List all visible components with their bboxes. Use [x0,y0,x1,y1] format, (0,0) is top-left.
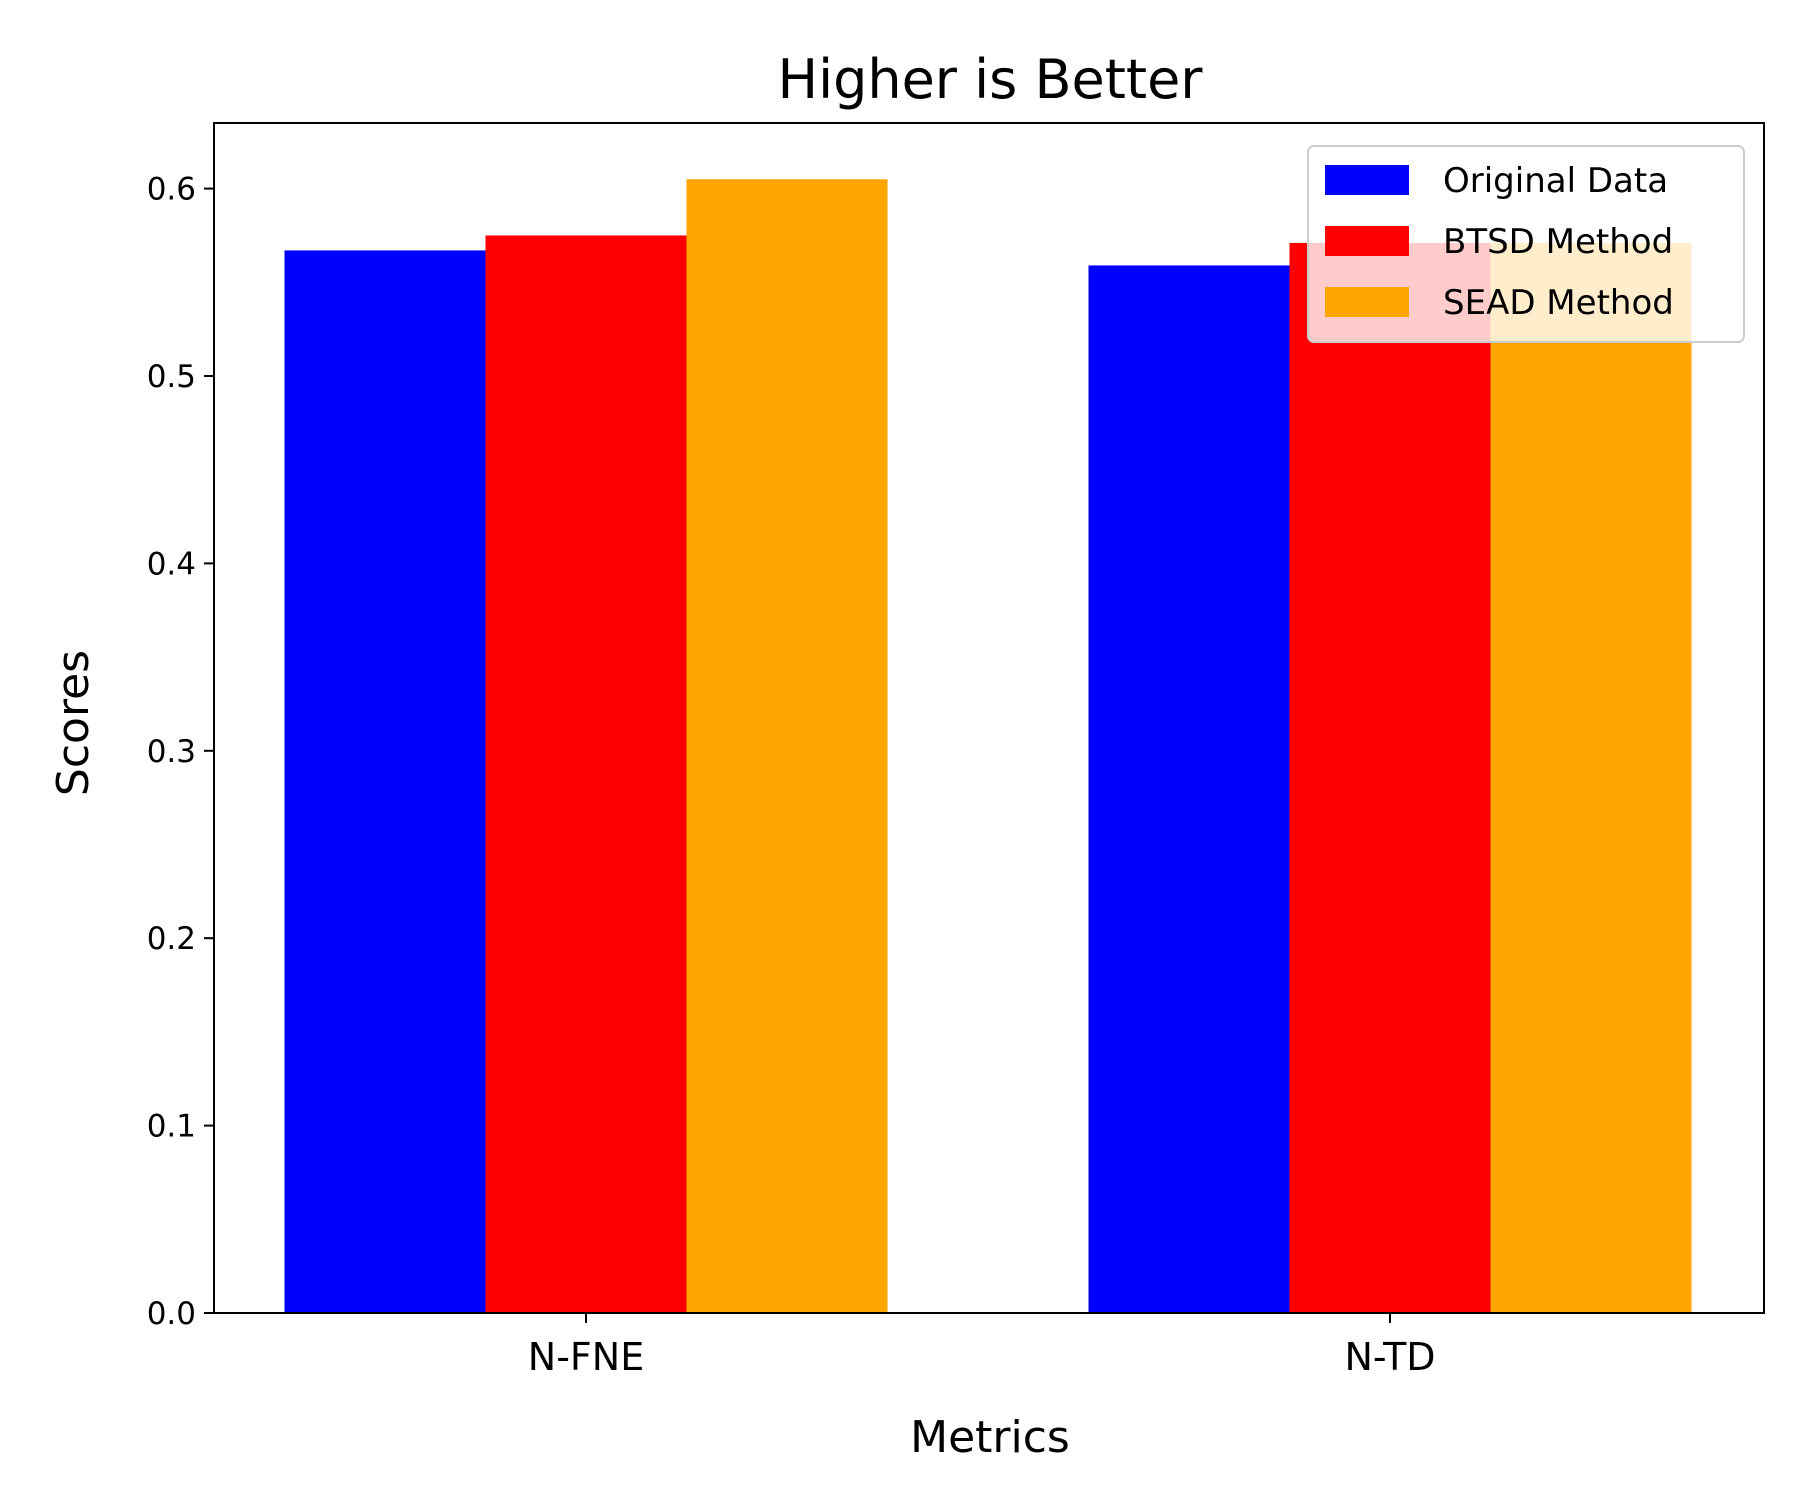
y-tick-label: 0.3 [147,734,196,770]
bar-btsd-method-n-td [1289,242,1491,1313]
x-axis-ticks: N-FNE N-TD [528,1313,1436,1379]
legend-swatch [1325,165,1409,195]
legend-frame [1307,145,1745,343]
x-axis-label: Metrics [910,1412,1070,1463]
legend-swatch [1325,226,1409,256]
y-tick-label: 0.6 [147,172,196,208]
plot-frame [213,122,1765,1314]
bars-group [284,179,1692,1314]
legend: Original Data BTSD Method SEAD Method [1307,145,1745,343]
x-tick-label: N-TD [1344,1335,1435,1379]
legend-label: Original Data [1443,161,1668,201]
bar-sead-method-n-td [1490,242,1692,1313]
bar-btsd-method-n-fne [485,235,687,1314]
chart-title: Higher is Better [777,48,1203,111]
bar-sead-method-n-fne [686,179,888,1314]
legend-swatch [1325,287,1409,317]
y-axis-ticks: 0.0 0.1 0.2 0.3 0.4 0.5 0.6 [147,172,214,1332]
y-tick-label: 0.5 [147,359,196,395]
y-axis-label: Scores [48,650,99,796]
legend-label: BTSD Method [1443,222,1673,262]
y-tick-label: 0.1 [147,1109,196,1145]
y-tick-label: 0.2 [147,921,196,957]
bar-original-data-n-fne [284,250,486,1313]
y-tick-label: 0.4 [147,546,196,582]
legend-label: SEAD Method [1443,283,1674,323]
y-tick-label: 0.0 [147,1296,196,1332]
bar-original-data-n-td [1088,265,1290,1314]
x-tick-label: N-FNE [528,1335,644,1379]
